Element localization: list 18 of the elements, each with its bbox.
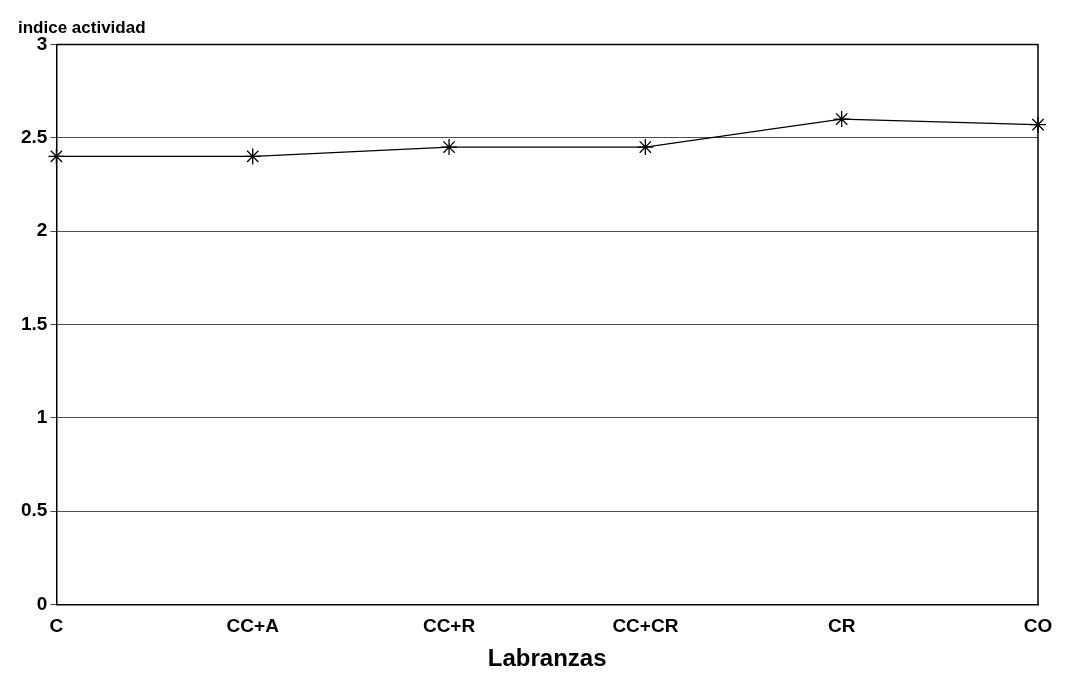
- point: [47, 147, 66, 166]
- y-tick-label: 1.5: [20, 312, 48, 334]
- y-tick-label: 0.5: [20, 499, 48, 521]
- y-tick-label: 2.5: [20, 125, 48, 147]
- x-tick-label: CC+A: [226, 615, 280, 637]
- point: [833, 110, 851, 128]
- x-tick-label: CC+CR: [612, 615, 679, 637]
- point: [636, 138, 655, 156]
- x-tick-label: CC+R: [422, 615, 476, 637]
- x-axis-title: Labranzas: [487, 644, 607, 672]
- y-tick-label: 2: [36, 219, 48, 241]
- y-tick-label: 1: [36, 405, 48, 427]
- x-tick-label: C: [49, 615, 64, 637]
- x-tick-label: CO: [1023, 615, 1053, 637]
- y-tick-label: 0: [36, 592, 48, 614]
- point: [440, 138, 458, 156]
- x-tick-label: CR: [827, 615, 856, 637]
- point: [244, 147, 262, 166]
